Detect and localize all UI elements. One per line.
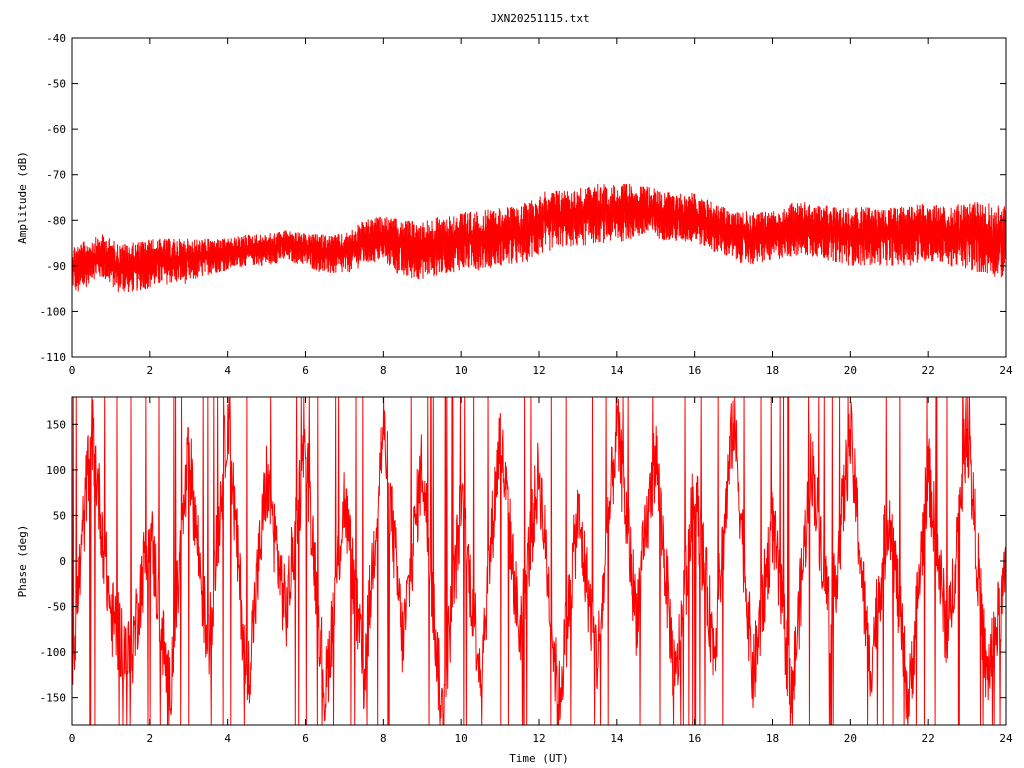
y-tick-label: -50 (46, 78, 66, 91)
phase-plot: 0 2 4 6 8 10 12 14 16 18 20 22 24150100500-50-100-15… (16, 396, 1013, 765)
y-tick-label: -110 (40, 351, 67, 364)
y-tick-label: -60 (46, 123, 66, 136)
series-line (72, 183, 1006, 293)
x-axis-label: Time (UT) (509, 752, 569, 765)
y-tick-label: -100 (40, 646, 67, 659)
x-tick-label: 8 (380, 364, 387, 377)
x-tick-label: 14 (610, 364, 624, 377)
y-tick-label: -70 (46, 169, 66, 182)
x-tick-label: 18 (766, 364, 779, 377)
x-tick-label: 20 (844, 364, 857, 377)
plot-frame (71, 396, 1007, 726)
y-tick-label: -100 (40, 305, 67, 318)
y-axis-label: Phase (deg) (16, 525, 29, 598)
x-tick-label: 0 (69, 732, 76, 745)
y-tick-label: 50 (53, 509, 66, 522)
amplitude-plot: 0 2 4 6 8 10 12 14 16 18 20 22 24-40-50-60-70-80-90-… (16, 32, 1013, 377)
x-tick-label: 16 (688, 732, 701, 745)
y-tick-label: -150 (40, 692, 67, 705)
x-tick-label: 12 (532, 364, 545, 377)
y-tick-label: 0 (59, 555, 66, 568)
y-tick-label: -50 (46, 601, 66, 614)
y-tick-label: -80 (46, 214, 66, 227)
y-tick-label: 150 (46, 418, 66, 431)
x-tick-label: 8 (380, 732, 387, 745)
x-tick-label: 6 (302, 732, 309, 745)
x-tick-label: 6 (302, 364, 309, 377)
x-tick-label: 22 (922, 364, 935, 377)
y-tick-label: 100 (46, 464, 66, 477)
x-tick-label: 20 (844, 732, 857, 745)
x-tick-label: 18 (766, 732, 779, 745)
x-tick-label: 24 (999, 732, 1013, 745)
x-tick-label: 12 (532, 732, 545, 745)
y-axis-label: Amplitude (dB) (16, 151, 29, 244)
x-tick-label: 16 (688, 364, 701, 377)
x-tick-label: 10 (455, 364, 468, 377)
y-tick-label: -90 (46, 260, 66, 273)
x-tick-label: 4 (224, 732, 231, 745)
series-line (72, 397, 1006, 725)
x-tick-label: 14 (610, 732, 624, 745)
x-tick-label: 10 (455, 732, 468, 745)
x-tick-label: 4 (224, 364, 231, 377)
plot-frame (71, 37, 1007, 358)
x-tick-label: 24 (999, 364, 1013, 377)
chart-title: JXN20251115.txt (490, 12, 589, 25)
x-tick-label: 2 (147, 364, 154, 377)
x-tick-label: 22 (922, 732, 935, 745)
y-tick-label: -40 (46, 32, 66, 45)
x-tick-label: 0 (69, 364, 76, 377)
x-tick-label: 2 (147, 732, 154, 745)
